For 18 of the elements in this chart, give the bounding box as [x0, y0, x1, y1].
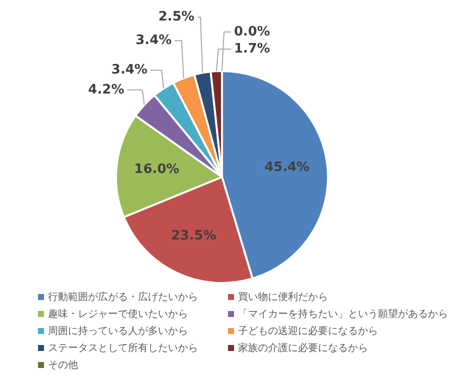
data-label: 4.2% — [88, 82, 124, 98]
data-label: 2.5% — [158, 10, 194, 25]
legend-label: 行動範囲が広がる・広げたいから — [48, 290, 198, 304]
data-label: 3.4% — [111, 62, 148, 78]
legend-label: 家族の介護に必要になるから — [238, 342, 368, 355]
data-label: 16.0% — [134, 162, 180, 177]
legend-label: 子どもの送迎に必要になるから — [238, 324, 378, 338]
legend-label: 周囲に持っている人が多いから — [48, 324, 188, 338]
legend-label: 趣味・レジャーで使いたいから — [48, 308, 188, 321]
legend-label: その他 — [48, 359, 78, 372]
legend-label: 「マイカーを持ちたい」という願望があるから — [238, 308, 448, 321]
data-label: 1.7% — [234, 42, 270, 57]
text: 0.0% — [234, 24, 270, 40]
legend-label: ステータスとして所有したいから — [48, 342, 198, 355]
data-label: 3.4% — [136, 33, 172, 48]
data-label: 45.4% — [264, 160, 310, 175]
data-label: 23.5% — [171, 228, 216, 244]
legend-label: 買い物に便利だから — [238, 290, 328, 304]
